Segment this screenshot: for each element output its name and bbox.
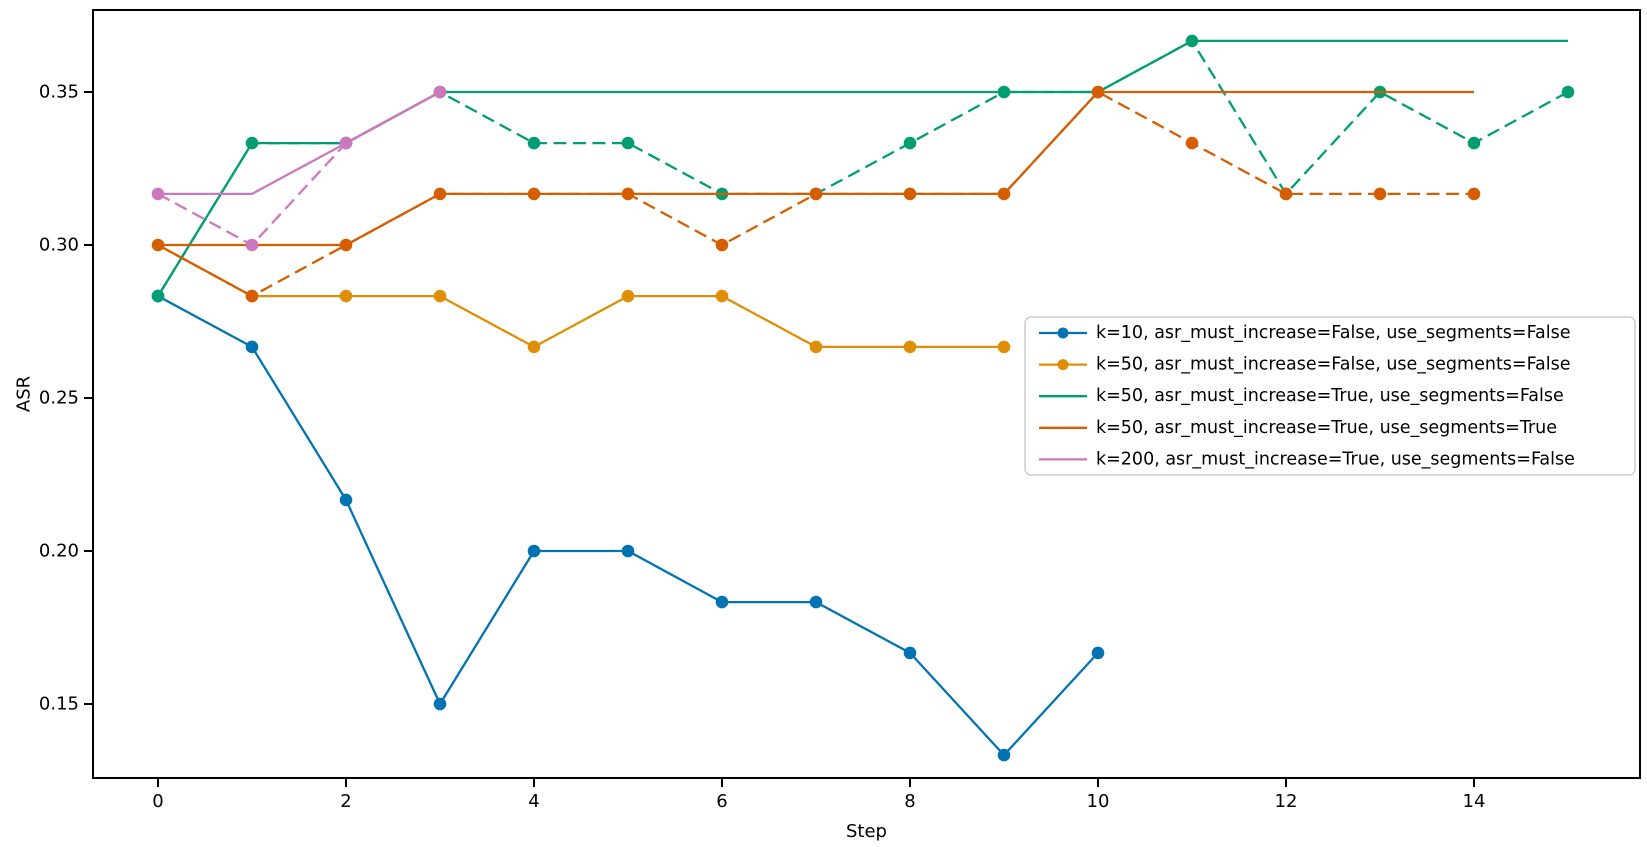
y-tick-label: 0.25 xyxy=(39,388,79,409)
y-tick-label: 0.30 xyxy=(39,235,79,256)
data-point-marker xyxy=(1185,136,1199,150)
data-point-marker xyxy=(1561,85,1575,99)
data-point-marker xyxy=(339,136,353,150)
legend-marker xyxy=(1057,359,1069,371)
y-tick-label: 0.20 xyxy=(39,541,79,562)
x-tick-label: 0 xyxy=(152,791,163,812)
series-0 xyxy=(151,289,1105,762)
data-point-marker xyxy=(527,187,541,201)
legend-entry: k=50, asr_must_increase=True, use_segmen… xyxy=(1039,418,1557,438)
data-point-marker xyxy=(339,493,353,507)
legend-label: k=50, asr_must_increase=False, use_segme… xyxy=(1096,355,1571,375)
data-point-marker xyxy=(433,697,447,711)
legend-entry: k=10, asr_must_increase=False, use_segme… xyxy=(1039,323,1571,343)
data-point-marker xyxy=(621,544,635,558)
series-4 xyxy=(151,85,447,252)
data-point-marker xyxy=(245,136,259,150)
data-point-marker xyxy=(997,748,1011,762)
data-point-marker xyxy=(527,136,541,150)
data-point-marker xyxy=(997,85,1011,99)
data-point-marker xyxy=(151,238,165,252)
data-point-marker xyxy=(1185,34,1199,48)
data-point-marker xyxy=(433,85,447,99)
legend: k=10, asr_must_increase=False, use_segme… xyxy=(1024,316,1636,476)
legend-label: k=10, asr_must_increase=False, use_segme… xyxy=(1096,323,1571,343)
data-point-marker xyxy=(1467,187,1481,201)
data-point-marker xyxy=(903,136,917,150)
x-tick-label: 4 xyxy=(528,791,539,812)
data-point-marker xyxy=(433,289,447,303)
legend-label: k=50, asr_must_increase=True, use_segmen… xyxy=(1096,386,1564,406)
data-point-marker xyxy=(245,289,259,303)
data-point-marker xyxy=(245,340,259,354)
legend-box xyxy=(1024,316,1636,476)
data-point-marker xyxy=(1279,187,1293,201)
data-point-marker xyxy=(1091,646,1105,660)
data-point-marker xyxy=(809,595,823,609)
data-point-marker xyxy=(527,544,541,558)
data-point-marker xyxy=(903,340,917,354)
data-point-marker xyxy=(1467,136,1481,150)
data-point-marker xyxy=(1373,187,1387,201)
data-point-marker xyxy=(997,340,1011,354)
legend-entry: k=200, asr_must_increase=True, use_segme… xyxy=(1039,449,1575,469)
x-axis-label: Step xyxy=(846,821,887,842)
series-line-solid-segment xyxy=(157,243,253,298)
x-tick-label: 8 xyxy=(904,791,915,812)
series-line-solid xyxy=(158,90,1474,247)
data-point-marker xyxy=(527,340,541,354)
y-tick-label: 0.15 xyxy=(39,694,79,715)
legend-entry: k=50, asr_must_increase=False, use_segme… xyxy=(1039,355,1571,375)
data-point-marker xyxy=(151,289,165,303)
legend-label: k=200, asr_must_increase=True, use_segme… xyxy=(1096,449,1575,469)
data-point-marker xyxy=(245,238,259,252)
data-point-marker xyxy=(339,289,353,303)
series-3 xyxy=(151,85,1481,303)
legend-label: k=50, asr_must_increase=True, use_segmen… xyxy=(1096,418,1557,438)
legend-marker xyxy=(1057,327,1069,339)
data-point-marker xyxy=(339,238,353,252)
data-point-marker xyxy=(903,187,917,201)
data-point-marker xyxy=(433,187,447,201)
plot-area xyxy=(92,9,1641,779)
data-point-marker xyxy=(715,238,729,252)
data-point-marker xyxy=(151,187,165,201)
x-tick-label: 10 xyxy=(1087,791,1110,812)
data-point-marker xyxy=(1091,85,1105,99)
data-point-marker xyxy=(903,646,917,660)
series-line-dashed xyxy=(157,39,1569,297)
data-point-marker xyxy=(997,187,1011,201)
data-point-marker xyxy=(715,289,729,303)
x-tick-label: 6 xyxy=(716,791,727,812)
x-tick-label: 14 xyxy=(1463,791,1486,812)
data-point-marker xyxy=(621,187,635,201)
data-point-marker xyxy=(809,187,823,201)
data-point-marker xyxy=(809,340,823,354)
x-tick-label: 2 xyxy=(340,791,351,812)
data-point-marker xyxy=(621,289,635,303)
y-tick-label: 0.35 xyxy=(39,82,79,103)
data-point-marker xyxy=(621,136,635,150)
data-point-marker xyxy=(715,595,729,609)
legend-entry: k=50, asr_must_increase=True, use_segmen… xyxy=(1039,386,1564,406)
x-tick-label: 12 xyxy=(1275,791,1298,812)
y-axis-label: ASR xyxy=(14,376,35,412)
series-line-dashed xyxy=(157,90,441,247)
